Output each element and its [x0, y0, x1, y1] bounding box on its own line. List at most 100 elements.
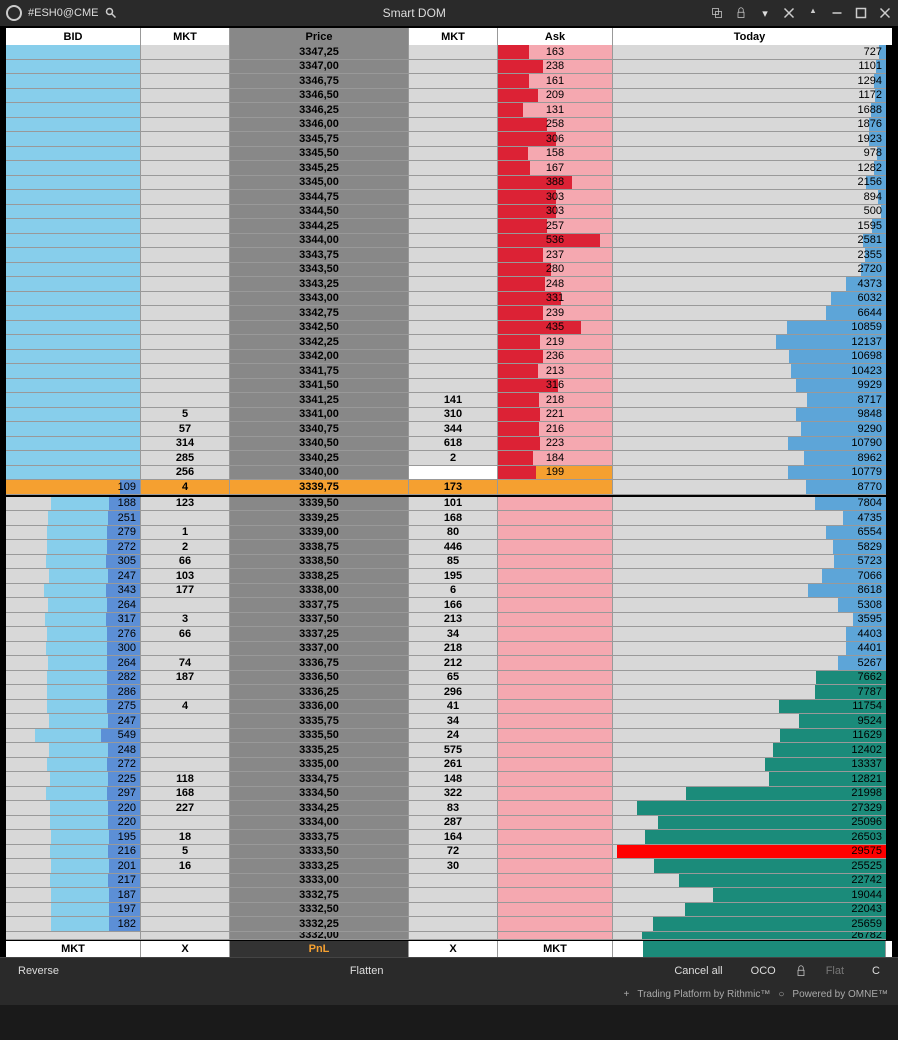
bid-cell[interactable]: [6, 234, 141, 249]
ask-cell[interactable]: [498, 627, 613, 642]
ask-cell[interactable]: [498, 569, 613, 584]
price-row[interactable]: 2251183334,7514812821: [6, 772, 892, 787]
mkt2-cell[interactable]: 80: [409, 526, 498, 541]
price-cell[interactable]: 3337,00: [230, 642, 409, 657]
mkt1-cell[interactable]: 256: [141, 466, 230, 481]
ask-cell[interactable]: 167: [498, 161, 613, 176]
price-cell[interactable]: 3334,75: [230, 772, 409, 787]
ask-cell[interactable]: 258: [498, 118, 613, 133]
price-row[interactable]: 27913339,00806554: [6, 526, 892, 541]
price-row[interactable]: 305663338,50855723: [6, 555, 892, 570]
price-cell[interactable]: 3337,25: [230, 627, 409, 642]
today-cell[interactable]: 5723: [613, 555, 886, 570]
bid-cell[interactable]: [6, 277, 141, 292]
bid-cell[interactable]: [6, 263, 141, 278]
ask-cell[interactable]: [498, 540, 613, 555]
price-cell[interactable]: 3337,75: [230, 598, 409, 613]
mkt1-cell[interactable]: [141, 903, 230, 918]
footer-mkt1[interactable]: X: [141, 941, 230, 957]
price-cell[interactable]: 3336,25: [230, 685, 409, 700]
mkt1-cell[interactable]: 187: [141, 671, 230, 686]
today-cell[interactable]: 727: [613, 45, 886, 60]
mkt2-cell[interactable]: [409, 205, 498, 220]
ask-cell[interactable]: [498, 613, 613, 628]
mkt2-cell[interactable]: 212: [409, 656, 498, 671]
mkt2-cell[interactable]: [409, 132, 498, 147]
ask-cell[interactable]: [498, 772, 613, 787]
mkt2-cell[interactable]: [409, 917, 498, 932]
today-cell[interactable]: 1923: [613, 132, 886, 147]
price-cell[interactable]: 3341,00: [230, 408, 409, 423]
ask-cell[interactable]: 221: [498, 408, 613, 423]
bid-cell[interactable]: [6, 205, 141, 220]
today-cell[interactable]: 8717: [613, 393, 886, 408]
ask-cell[interactable]: 163: [498, 45, 613, 60]
ask-cell[interactable]: 237: [498, 248, 613, 263]
bid-cell[interactable]: [6, 466, 141, 481]
price-cell[interactable]: 3345,25: [230, 161, 409, 176]
mkt1-cell[interactable]: [141, 874, 230, 889]
price-cell[interactable]: 3336,75: [230, 656, 409, 671]
ask-cell[interactable]: 199: [498, 466, 613, 481]
price-row[interactable]: 1973332,5022043: [6, 903, 892, 918]
today-cell[interactable]: 4401: [613, 642, 886, 657]
bid-cell[interactable]: 109: [6, 480, 141, 495]
footer-mkt2[interactable]: X: [409, 941, 498, 957]
today-cell[interactable]: 13337: [613, 758, 886, 773]
ask-cell[interactable]: [498, 932, 613, 940]
price-cell[interactable]: 3341,50: [230, 379, 409, 394]
price-cell[interactable]: 3345,75: [230, 132, 409, 147]
mkt2-cell[interactable]: 101: [409, 497, 498, 512]
price-cell[interactable]: 3333,50: [230, 845, 409, 860]
flatten-button[interactable]: Flatten: [77, 963, 656, 979]
mkt2-cell[interactable]: [409, 335, 498, 350]
price-row[interactable]: 3431773338,0068618: [6, 584, 892, 599]
price-cell[interactable]: 3337,50: [230, 613, 409, 628]
price-row[interactable]: 2723335,0026113337: [6, 758, 892, 773]
ask-cell[interactable]: 236: [498, 350, 613, 365]
ask-cell[interactable]: [498, 917, 613, 932]
bid-cell[interactable]: 197: [6, 903, 141, 918]
mkt2-cell[interactable]: [409, 190, 498, 205]
price-row[interactable]: 3345,50158978: [6, 147, 892, 162]
price-row[interactable]: 3346,751611294: [6, 74, 892, 89]
ask-cell[interactable]: 184: [498, 451, 613, 466]
price-cell[interactable]: 3332,50: [230, 903, 409, 918]
price-row[interactable]: 3346,251311688: [6, 103, 892, 118]
price-cell[interactable]: 3340,75: [230, 422, 409, 437]
today-cell[interactable]: 6554: [613, 526, 886, 541]
price-cell[interactable]: 3343,75: [230, 248, 409, 263]
minimize-icon[interactable]: [830, 6, 844, 20]
bid-cell[interactable]: [6, 932, 141, 940]
flat-button[interactable]: Flat: [816, 963, 854, 979]
price-row[interactable]: 3143340,5061822310790: [6, 437, 892, 452]
footer-bid[interactable]: MKT: [6, 941, 141, 957]
ask-cell[interactable]: 219: [498, 335, 613, 350]
today-cell[interactable]: 26503: [613, 830, 886, 845]
mkt1-cell[interactable]: [141, 118, 230, 133]
mkt1-cell[interactable]: 5: [141, 845, 230, 860]
price-cell[interactable]: 3339,50: [230, 497, 409, 512]
today-cell[interactable]: 6032: [613, 292, 886, 307]
bid-cell[interactable]: [6, 74, 141, 89]
today-cell[interactable]: 4373: [613, 277, 886, 292]
ask-cell[interactable]: [498, 685, 613, 700]
bid-cell[interactable]: [6, 306, 141, 321]
mkt1-cell[interactable]: [141, 393, 230, 408]
ask-cell[interactable]: [498, 555, 613, 570]
today-cell[interactable]: 1282: [613, 161, 886, 176]
ask-cell[interactable]: 131: [498, 103, 613, 118]
bid-cell[interactable]: [6, 118, 141, 133]
mkt1-cell[interactable]: [141, 277, 230, 292]
mkt2-cell[interactable]: [409, 466, 498, 481]
bid-cell[interactable]: 188: [6, 497, 141, 512]
price-row[interactable]: 3344,005362581: [6, 234, 892, 249]
bid-cell[interactable]: [6, 248, 141, 263]
price-cell[interactable]: 3339,75: [230, 480, 409, 495]
mkt2-cell[interactable]: 213: [409, 613, 498, 628]
mkt1-cell[interactable]: [141, 248, 230, 263]
ask-cell[interactable]: 248: [498, 277, 613, 292]
price-cell[interactable]: 3346,25: [230, 103, 409, 118]
ask-cell[interactable]: 216: [498, 422, 613, 437]
mkt2-cell[interactable]: 166: [409, 598, 498, 613]
